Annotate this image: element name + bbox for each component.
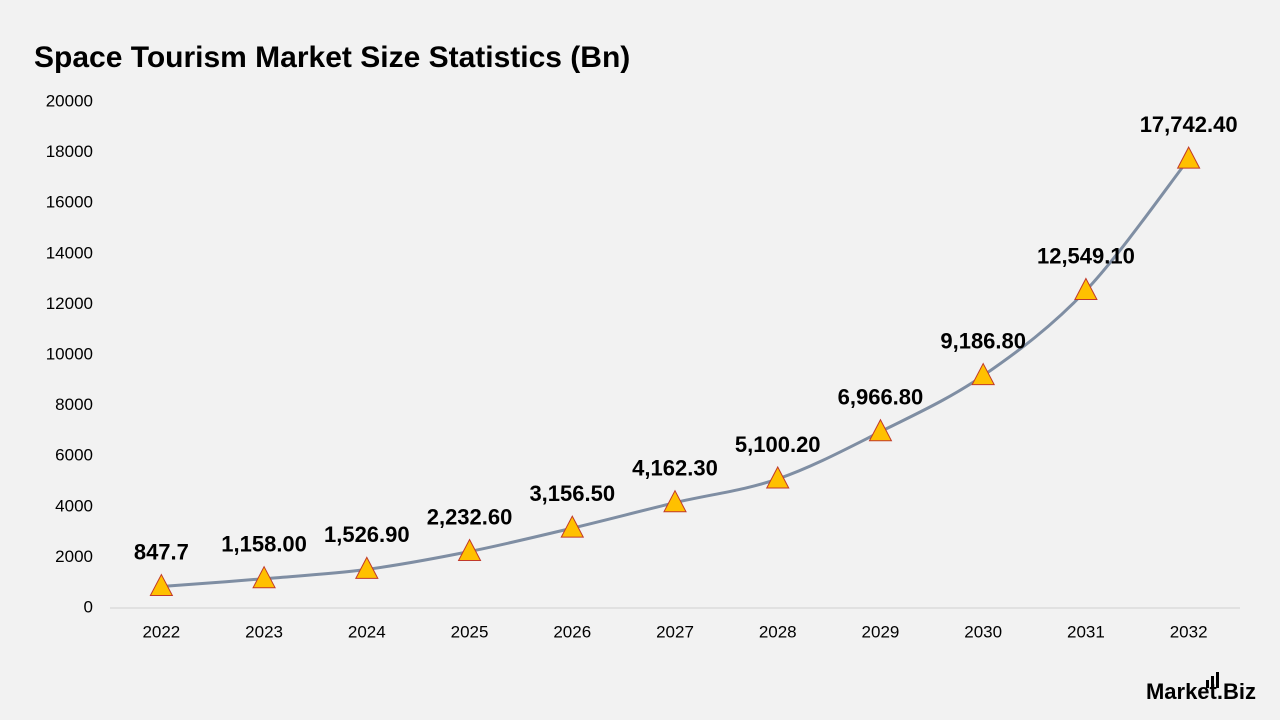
data-label: 1,526.90: [324, 522, 410, 547]
data-label: 6,966.80: [838, 385, 924, 410]
y-tick-label: 10000: [46, 344, 93, 363]
y-tick-label: 2000: [55, 547, 93, 566]
marker: [1176, 146, 1201, 169]
y-tick-label: 8000: [55, 395, 93, 414]
marker: [868, 418, 893, 442]
data-label: 17,742.40: [1140, 112, 1238, 137]
x-tick-label: 2025: [451, 622, 489, 641]
x-tick-label: 2026: [553, 622, 591, 641]
logo-bar: [1206, 680, 1209, 688]
y-tick-label: 4000: [55, 496, 93, 515]
data-label: 1,158.00: [221, 532, 307, 557]
marker: [560, 515, 585, 538]
y-tick-label: 16000: [46, 193, 93, 212]
data-label: 4,162.30: [632, 456, 718, 481]
x-tick-label: 2027: [656, 622, 694, 641]
marker: [971, 362, 996, 386]
data-label: 3,156.50: [529, 481, 615, 506]
x-tick-label: 2031: [1067, 622, 1105, 641]
marker: [149, 573, 174, 597]
marker: [354, 556, 379, 579]
data-label: 5,100.20: [735, 432, 821, 457]
data-label: 847.7: [134, 539, 189, 564]
marker: [252, 565, 276, 589]
marker: [765, 465, 790, 489]
y-tick-label: 6000: [55, 446, 93, 465]
x-tick-label: 2028: [759, 622, 797, 641]
y-tick-label: 14000: [46, 243, 93, 262]
data-label: 12,549.10: [1037, 243, 1135, 268]
y-tick-label: 0: [84, 597, 93, 616]
x-tick-label: 2030: [964, 622, 1002, 641]
chart-title: Space Tourism Market Size Statistics (Bn…: [34, 41, 630, 74]
marker: [457, 538, 482, 562]
marker: [1074, 277, 1098, 301]
logo-bar: [1211, 676, 1214, 688]
y-tick-label: 18000: [46, 142, 93, 161]
data-label: 9,186.80: [940, 328, 1026, 353]
x-tick-label: 2029: [862, 622, 900, 641]
x-tick-label: 2022: [142, 622, 180, 641]
logo-text: Market.Biz: [1146, 679, 1256, 704]
y-tick-label: 12000: [46, 294, 93, 313]
y-tick-label: 20000: [46, 91, 93, 110]
marker: [663, 489, 687, 513]
x-tick-label: 2023: [245, 622, 283, 641]
logo: Market.Biz: [1146, 672, 1256, 704]
logo-bar: [1216, 672, 1219, 688]
x-tick-label: 2024: [348, 622, 386, 641]
data-label: 2,232.60: [427, 504, 513, 529]
x-tick-label: 2032: [1170, 622, 1208, 641]
